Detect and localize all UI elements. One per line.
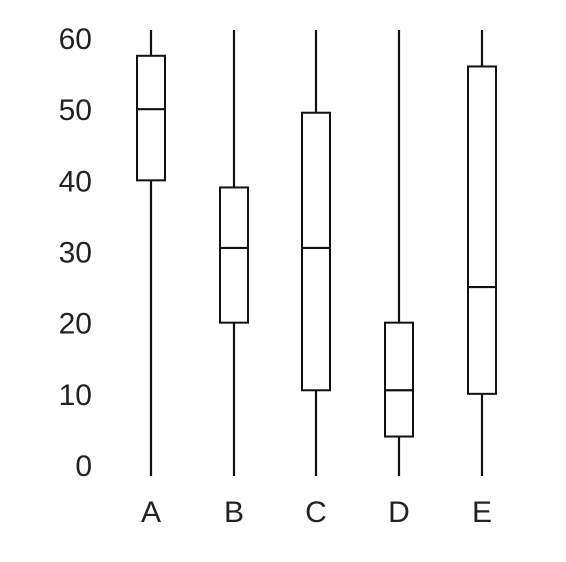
category-label: A xyxy=(141,496,161,529)
category-label: C xyxy=(305,496,327,529)
y-tick-label: 40 xyxy=(59,165,92,198)
y-tick-label: 10 xyxy=(59,379,92,412)
box-iqr xyxy=(384,321,414,438)
box-iqr xyxy=(301,111,331,392)
y-tick-label: 50 xyxy=(59,94,92,127)
box-iqr xyxy=(467,65,497,395)
box-iqr xyxy=(136,54,166,182)
y-tick-label: 60 xyxy=(59,23,92,56)
box-group-b xyxy=(219,30,249,476)
box-group-e xyxy=(467,30,497,476)
category-label: B xyxy=(224,496,244,529)
category-label: D xyxy=(388,496,410,529)
y-tick-label: 20 xyxy=(59,308,92,341)
box-iqr xyxy=(219,186,249,324)
y-tick-label: 30 xyxy=(59,237,92,270)
y-axis: 0 10 20 30 40 50 60 xyxy=(59,23,92,483)
y-tick-label: 0 xyxy=(75,450,92,483)
box-group-c xyxy=(301,30,331,476)
box-group-a xyxy=(136,30,166,476)
category-label: E xyxy=(472,496,492,529)
box-group-d xyxy=(384,30,414,476)
x-axis: A B C D E xyxy=(141,496,492,529)
plot-area xyxy=(136,30,497,476)
